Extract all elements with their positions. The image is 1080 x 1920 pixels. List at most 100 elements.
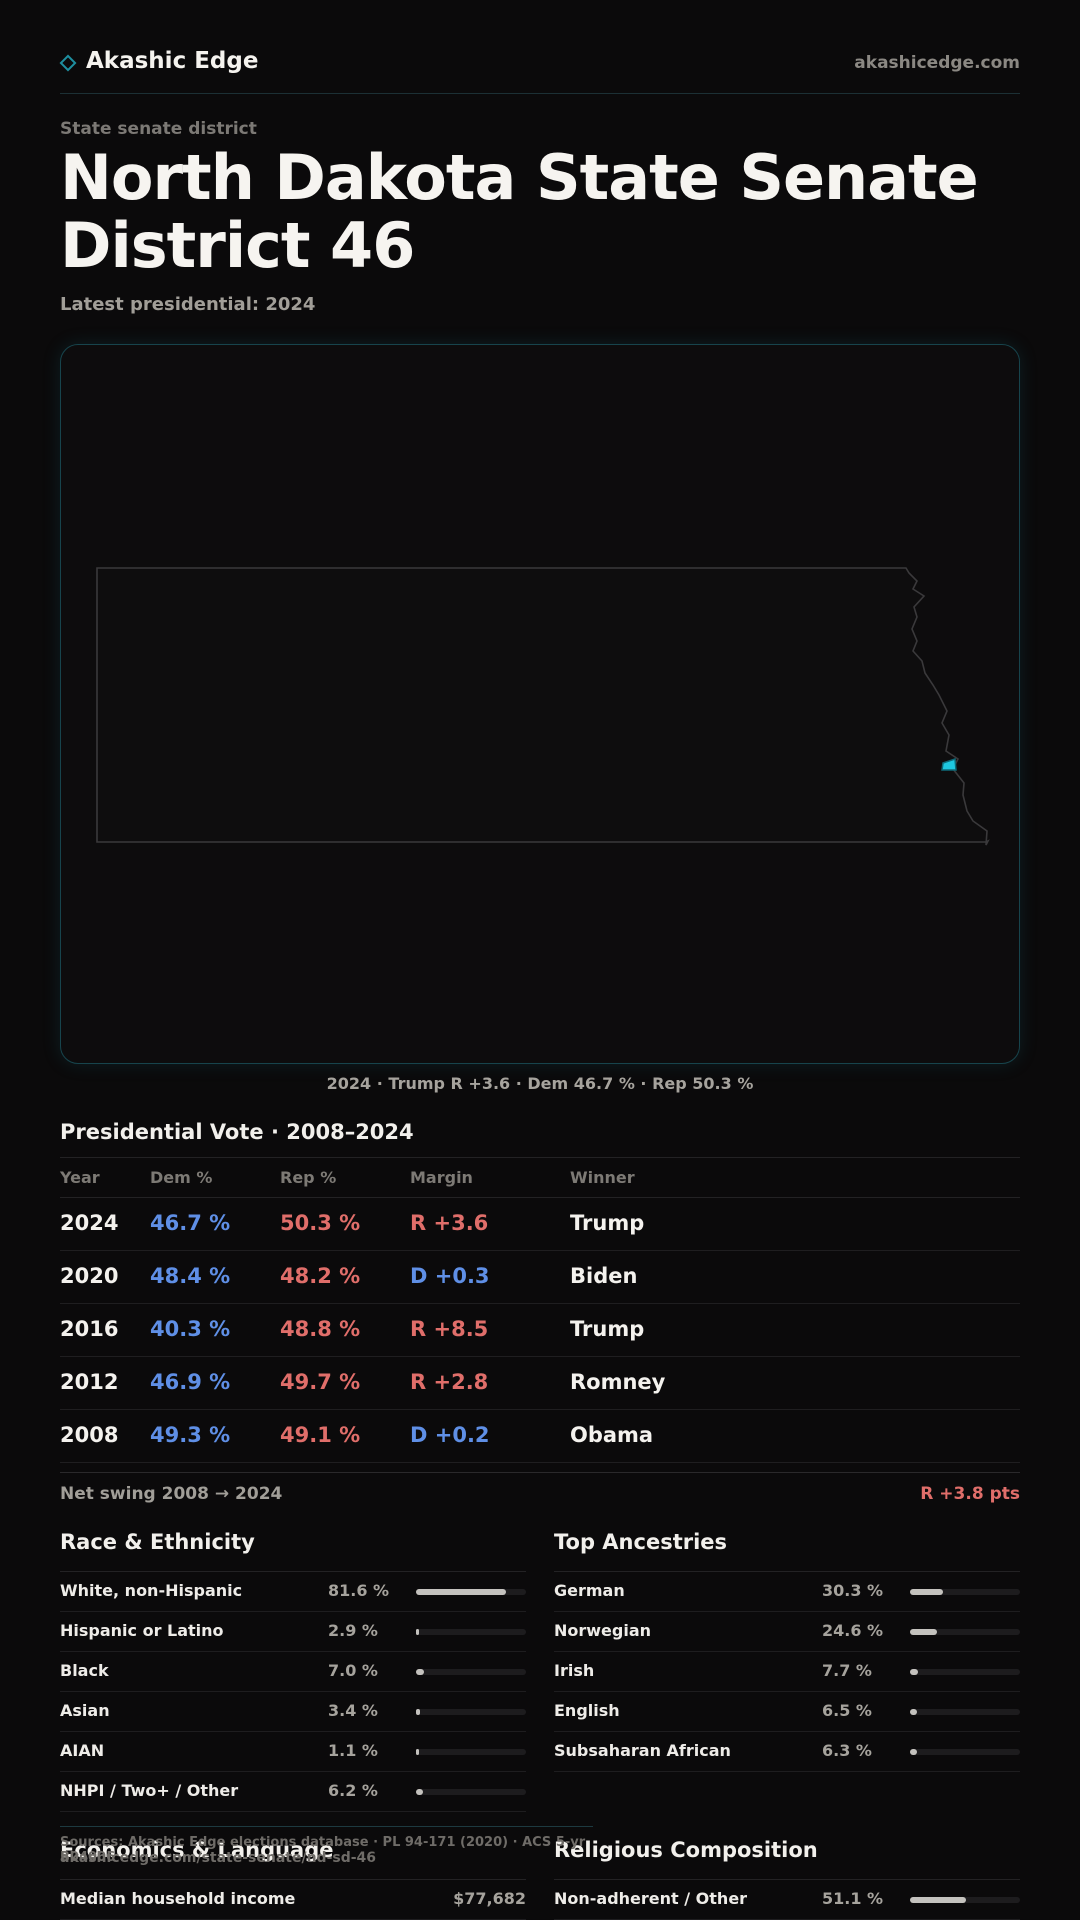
item-value: 7.7 % (822, 1661, 872, 1680)
list-item: English 6.5 % (554, 1692, 1020, 1732)
item-value: $77,682 (453, 1889, 526, 1908)
cell-margin: D +0.3 (410, 1264, 490, 1288)
share-bar-fill (416, 1709, 420, 1715)
ancestry-section: Top Ancestries German 30.3 % Norwegian 24.6… (554, 1530, 1020, 1772)
share-bar-track (910, 1897, 1020, 1903)
cell-rep-pct: 50.3 % (280, 1211, 361, 1235)
item-value: 7.0 % (328, 1661, 378, 1680)
list-item: White, non-Hispanic 81.6 % (60, 1572, 526, 1612)
cell-year: 2012 (60, 1370, 119, 1394)
share-bar-fill (910, 1589, 944, 1595)
cell-dem-pct: 49.3 % (150, 1423, 231, 1447)
item-value: 24.6 % (822, 1621, 884, 1640)
page-eyebrow: State senate district (60, 119, 257, 139)
share-bar-fill (910, 1629, 938, 1635)
item-label: Irish (554, 1661, 595, 1680)
table-row: 2016 40.3 % 48.8 % R +8.5 Trump (60, 1304, 1020, 1357)
list-item: Asian 3.4 % (60, 1692, 526, 1732)
item-label: Asian (60, 1701, 110, 1720)
cell-year: 2020 (60, 1264, 119, 1288)
col-header-rep: Rep % (280, 1168, 337, 1187)
presidential-section-title: Presidential Vote · 2008–2024 (60, 1120, 414, 1144)
item-label: Hispanic or Latino (60, 1621, 224, 1640)
share-bar-track (416, 1789, 526, 1795)
share-bar-fill (910, 1709, 918, 1715)
share-bar-track (416, 1669, 526, 1675)
item-label: English (554, 1701, 620, 1720)
share-bar-track (416, 1749, 526, 1755)
cell-margin: R +8.5 (410, 1317, 489, 1341)
item-label: Black (60, 1661, 109, 1680)
share-bar-track (910, 1749, 1020, 1755)
religion-section-title: Religious Composition (554, 1838, 818, 1862)
net-swing-label: Net swing 2008 → 2024 (60, 1484, 283, 1504)
share-bar-track (416, 1709, 526, 1715)
share-bar-track (416, 1589, 526, 1595)
site-header: Akashic Edge akashicedge.com (59, 48, 1020, 82)
page-subtitle: Latest presidential: 2024 (60, 294, 316, 315)
share-bar-track (910, 1589, 1020, 1595)
share-bar-fill (416, 1589, 506, 1595)
section-divider (60, 1879, 526, 1880)
item-value: 3.4 % (328, 1701, 378, 1720)
item-label: Median household income (60, 1889, 296, 1908)
share-bar-track (416, 1629, 526, 1635)
section-divider (554, 1571, 1020, 1572)
share-bar-fill (416, 1749, 419, 1755)
share-bar-fill (910, 1897, 967, 1903)
list-item: Non-adherent / Other 51.1 % (554, 1880, 1020, 1920)
diamond-logo-icon (59, 54, 77, 72)
brand-url-link[interactable]: akashicedge.com (854, 53, 1020, 73)
cell-winner: Obama (570, 1423, 654, 1447)
brand-name[interactable]: Akashic Edge (86, 48, 259, 74)
cell-dem-pct: 46.9 % (150, 1370, 231, 1394)
item-value: 30.3 % (822, 1581, 884, 1600)
page: Akashic Edge akashicedge.com State senat… (59, 0, 1020, 1920)
cell-winner: Biden (570, 1264, 638, 1288)
item-value: 6.2 % (328, 1781, 378, 1800)
race-section: Race & Ethnicity White, non-Hispanic 81.6… (60, 1530, 526, 1812)
list-item: Norwegian 24.6 % (554, 1612, 1020, 1652)
col-header-winner: Winner (570, 1168, 635, 1187)
race-section-title: Race & Ethnicity (60, 1530, 255, 1554)
col-header-year: Year (60, 1168, 100, 1187)
section-divider (554, 1879, 1020, 1880)
table-row: 2020 48.4 % 48.2 % D +0.3 Biden (60, 1251, 1020, 1304)
map-caption: 2024 · Trump R +3.6 · Dem 46.7 % · Rep 5… (326, 1074, 754, 1093)
cell-winner: Trump (570, 1317, 645, 1341)
item-label: Non-adherent / Other (554, 1889, 748, 1908)
header-divider (60, 93, 1020, 94)
cell-year: 2008 (60, 1423, 119, 1447)
district-map[interactable] (60, 344, 1020, 1064)
cell-winner: Romney (570, 1370, 666, 1394)
item-value: 51.1 % (822, 1889, 884, 1908)
col-header-margin: Margin (410, 1168, 473, 1187)
cell-dem-pct: 46.7 % (150, 1211, 231, 1235)
district-highlight[interactable] (941, 757, 957, 771)
col-header-dem: Dem % (150, 1168, 213, 1187)
swing-divider (60, 1472, 1020, 1473)
cell-margin: R +3.6 (410, 1211, 489, 1235)
section-divider (60, 1571, 526, 1572)
footer-url-link[interactable]: akashicedge.com/state-senate/nd-sd-46 (60, 1850, 377, 1866)
list-item: Subsaharan African 6.3 % (554, 1732, 1020, 1772)
item-value: 81.6 % (328, 1581, 390, 1600)
state-outline (96, 567, 990, 846)
table-row: 2024 46.7 % 50.3 % R +3.6 Trump (60, 1198, 1020, 1251)
page-title: North Dakota State Senate District 46 (60, 141, 979, 282)
share-bar-track (910, 1669, 1020, 1675)
share-bar-fill (416, 1629, 420, 1635)
cell-dem-pct: 48.4 % (150, 1264, 231, 1288)
map-svg (96, 567, 990, 846)
item-label: AIAN (60, 1741, 105, 1760)
item-value: 6.3 % (822, 1741, 872, 1760)
list-item: Irish 7.7 % (554, 1652, 1020, 1692)
cell-margin: R +2.8 (410, 1370, 489, 1394)
cell-winner: Trump (570, 1211, 645, 1235)
item-value: 6.5 % (822, 1701, 872, 1720)
table-header-divider (60, 1197, 1020, 1198)
share-bar-fill (416, 1669, 424, 1675)
share-bar-track (910, 1629, 1020, 1635)
sources-note: Sources: Akashic Edge elections database… (60, 1826, 593, 1865)
item-label: NHPI / Two+ / Other (60, 1781, 239, 1800)
